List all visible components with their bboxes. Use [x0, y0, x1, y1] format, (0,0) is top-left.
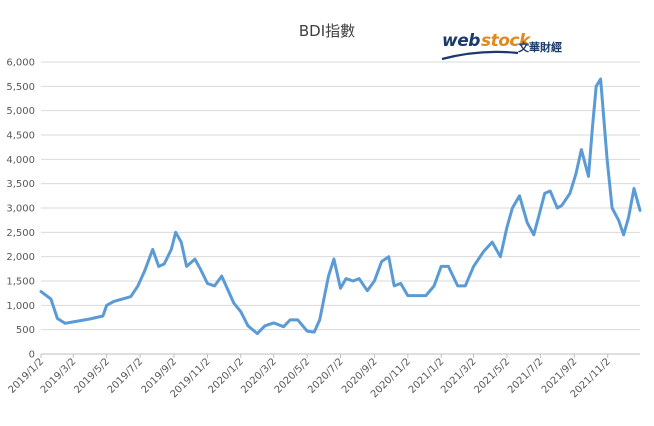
- x-tick-label: 2020/3/2: [239, 356, 279, 396]
- y-tick-label: 0: [29, 350, 35, 361]
- x-tick-label: 2021/7/2: [506, 356, 546, 396]
- series-line: [39, 77, 642, 336]
- x-tick-label: 2020/5/2: [273, 356, 313, 396]
- y-tick-label: 3,000: [6, 204, 35, 215]
- logo-swoosh-icon: [441, 50, 519, 61]
- x-tick-label: 2021/5/2: [473, 356, 513, 396]
- x-tick-label: 2019/7/2: [106, 356, 146, 396]
- x-tick-label: 2019/5/2: [72, 356, 112, 396]
- webstock-logo: web stock 文華財經: [440, 31, 580, 65]
- y-tick-label: 4,500: [6, 131, 35, 142]
- x-tick-label: 2019/3/2: [39, 356, 79, 396]
- y-tick-label: 5,000: [6, 106, 35, 117]
- y-axis-ticks: 0 500 1,000 1,500 2,000 2,500 3,000 3,500 4,000 4…: [6, 58, 35, 361]
- x-axis-ticks: 2019/1/22019/3/22019/5/22019/7/22019/9/2…: [7, 354, 613, 400]
- y-tick-label: 2,500: [6, 228, 35, 239]
- y-tick-label: 5,500: [6, 82, 35, 93]
- gridlines: [41, 61, 640, 355]
- y-tick-label: 4,000: [6, 155, 35, 166]
- logo-brand-stock: stock: [481, 31, 530, 51]
- logo-brand-web: web: [442, 31, 480, 51]
- logo-chinese-name: 文華財經: [518, 41, 562, 54]
- y-tick-label: 6,000: [6, 58, 35, 69]
- y-tick-label: 2,000: [6, 252, 35, 263]
- y-tick-label: 1,000: [6, 301, 35, 312]
- x-tick-label: 2021/3/2: [439, 356, 479, 396]
- y-tick-label: 3,500: [6, 179, 35, 190]
- y-tick-label: 500: [16, 325, 35, 336]
- x-tick-label: 2020/7/2: [306, 356, 346, 396]
- chart-title: BDI指數: [298, 22, 356, 40]
- y-tick-label: 1,500: [6, 277, 35, 288]
